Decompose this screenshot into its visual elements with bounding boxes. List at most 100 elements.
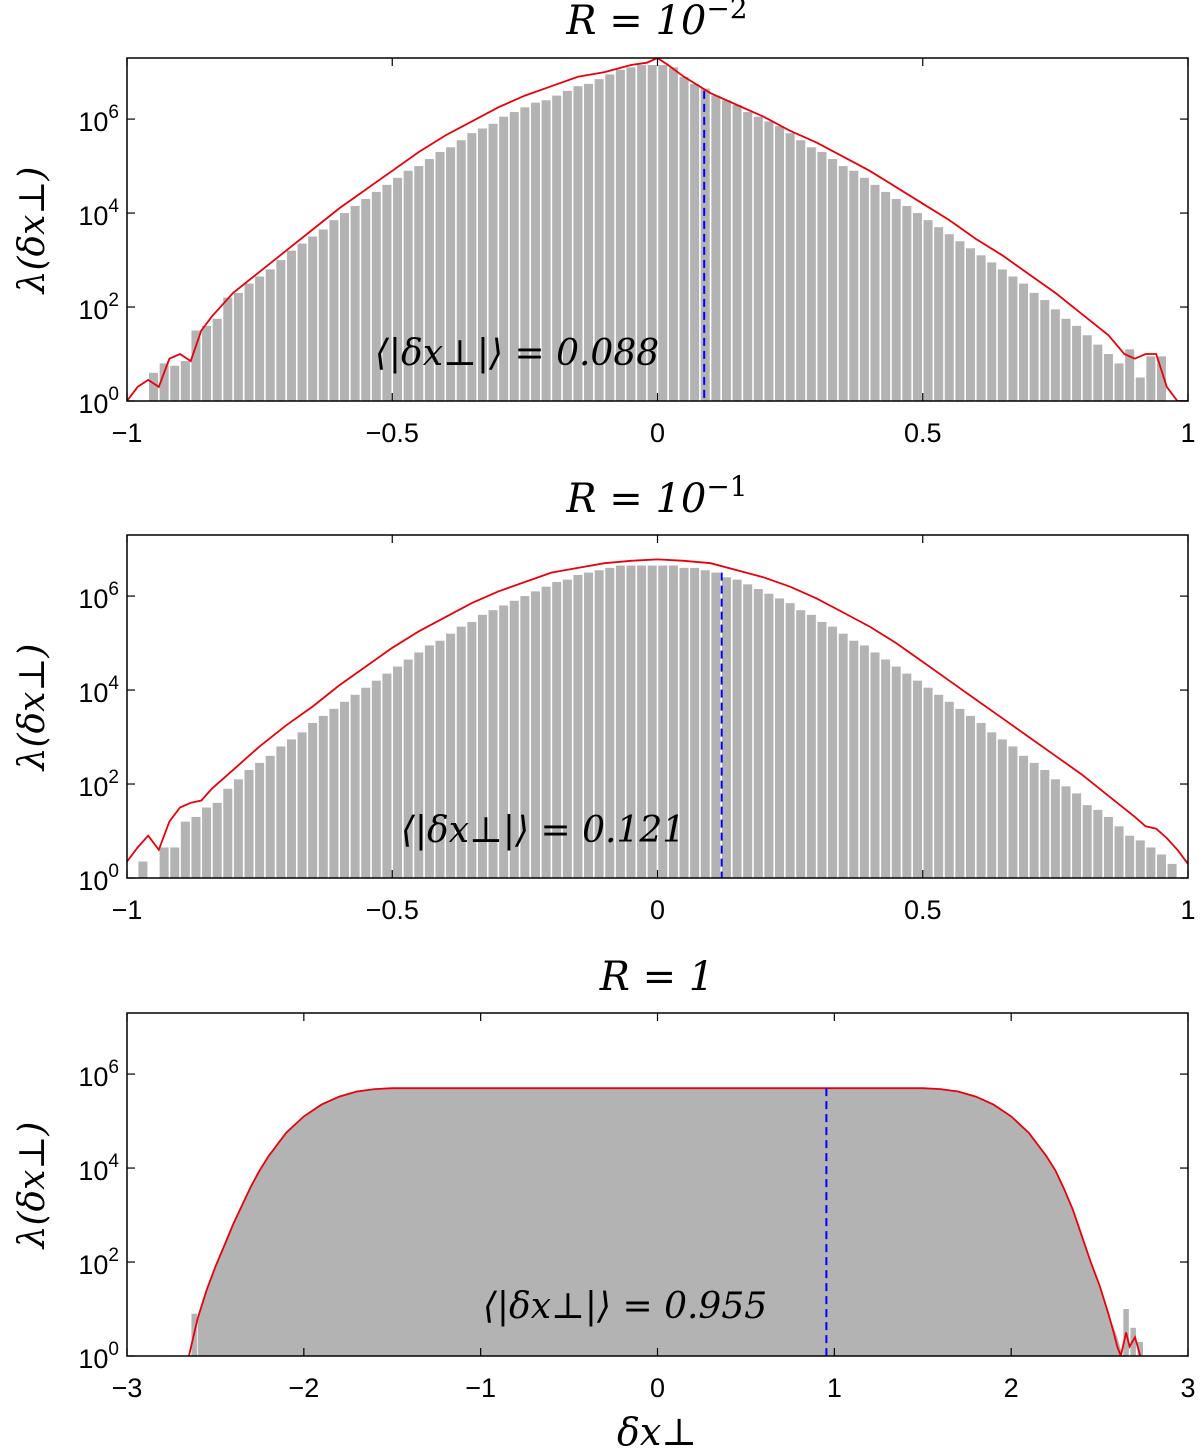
panel-3-annotation: ⟨|δx⊥|⟩ = 0.955	[483, 1286, 767, 1327]
histogram-bar	[891, 666, 901, 878]
histogram-bar	[1167, 863, 1177, 878]
histogram-bar	[329, 708, 339, 878]
histogram-bar	[584, 572, 594, 878]
x-tick-label: −2	[288, 1373, 319, 1403]
histogram-bar	[764, 121, 774, 401]
histogram-bar	[817, 621, 827, 878]
histogram-bar	[1125, 349, 1135, 401]
histogram-bar	[541, 100, 551, 401]
histogram-bar	[1082, 805, 1092, 878]
x-tick-label: 0	[650, 1373, 665, 1403]
histogram-bar	[530, 102, 540, 401]
histogram-bar	[912, 213, 922, 401]
y-tick-label: 104	[78, 673, 119, 708]
histogram-area	[197, 1088, 1123, 1356]
histogram-bar	[170, 847, 180, 878]
histogram-bar	[509, 600, 519, 878]
histogram-bar	[700, 88, 710, 401]
histogram-bar	[806, 614, 816, 878]
histogram-bar	[1156, 356, 1166, 401]
histogram-bar	[668, 67, 678, 401]
histogram-bar	[796, 610, 806, 878]
histogram-bar	[902, 206, 912, 401]
histogram-bar	[1114, 363, 1124, 401]
histogram-bar	[202, 325, 212, 401]
histogram-bar	[912, 680, 922, 878]
x-tick-label: −0.5	[366, 418, 419, 448]
histogram-bar	[1135, 377, 1145, 401]
histogram-bar	[700, 570, 710, 878]
histogram-bar	[637, 65, 647, 401]
histogram-bar	[233, 779, 243, 878]
histogram-bar	[255, 276, 265, 401]
histogram-bar	[976, 255, 986, 401]
histogram-bar	[849, 170, 859, 401]
histogram-bar	[934, 227, 944, 401]
x-tick-label: −0.5	[366, 895, 419, 925]
histogram-bar	[944, 701, 954, 878]
panel-1-title: R = 10−2	[565, 0, 747, 44]
histogram-bar	[350, 206, 360, 401]
panel-1-annotation: ⟨|δx⊥|⟩ = 0.088	[375, 333, 659, 374]
fit-line	[127, 58, 1188, 401]
histogram-bar	[393, 177, 403, 401]
histogram-bar	[955, 708, 965, 878]
histogram-bar	[997, 739, 1007, 878]
fit-line	[127, 558, 1188, 865]
panel-2-plot: −1 −0.5 0 0.5 1 100 102 104 106	[78, 534, 1196, 925]
y-tick-label: 102	[78, 767, 119, 802]
histogram-bar	[435, 640, 445, 878]
histogram-bar	[828, 626, 838, 878]
histogram-bar	[488, 610, 498, 878]
histogram-bar	[138, 861, 148, 878]
histogram-bar	[637, 565, 647, 878]
histogram-bar	[212, 318, 222, 401]
panel-3-ylabel: λ(δx⊥)	[12, 1122, 53, 1251]
panel-1-ylabel: λ(δx⊥)	[12, 167, 53, 296]
histogram-bar	[732, 579, 742, 878]
histogram-bar	[785, 133, 795, 401]
histogram-bar	[923, 220, 933, 401]
histogram-bar	[615, 69, 625, 401]
x-tick-label: 0.5	[904, 418, 942, 448]
histogram-bar	[1008, 746, 1018, 878]
histogram-bar	[191, 816, 201, 878]
histogram-bar	[679, 567, 689, 878]
histogram-bar	[149, 372, 159, 401]
x-tick-label: −3	[112, 1373, 143, 1403]
histogram-bar	[891, 198, 901, 401]
histogram-bar	[626, 565, 636, 878]
histogram-bar	[1146, 847, 1156, 878]
histogram-bar	[605, 567, 615, 878]
y-tick-label: 106	[78, 579, 119, 614]
histogram-bar	[446, 633, 456, 878]
histogram-bar	[870, 184, 880, 401]
histogram-bar	[340, 701, 350, 878]
histogram-bar	[647, 65, 657, 401]
histogram-bar	[1050, 779, 1060, 878]
plot-area	[127, 58, 1188, 401]
histogram-bar	[361, 687, 371, 878]
histogram-bar	[732, 104, 742, 401]
panel-3: R = 1 −3 −2 −1 0 1 2 3 100 102 104 106 λ(δx⊥) ⟨|δx…	[12, 954, 1196, 1403]
histogram-bar	[477, 128, 487, 401]
histogram-bar	[838, 633, 848, 878]
histogram-bar	[743, 112, 753, 401]
histogram-bar	[721, 100, 731, 401]
histogram-bar	[552, 581, 562, 878]
histogram-bar	[828, 159, 838, 401]
histogram-bar	[1103, 816, 1113, 878]
histogram-bar	[1125, 835, 1135, 878]
histogram-bar	[424, 159, 434, 401]
histogram-bar	[806, 147, 816, 401]
histogram-bar	[775, 126, 785, 401]
histogram-bar	[626, 67, 636, 401]
histogram-bar	[753, 589, 763, 878]
x-axis-label: δx⊥	[617, 1410, 697, 1454]
histogram-bar	[1156, 854, 1166, 878]
x-tick-label: −1	[112, 895, 143, 925]
x-tick-label: 0	[650, 895, 665, 925]
